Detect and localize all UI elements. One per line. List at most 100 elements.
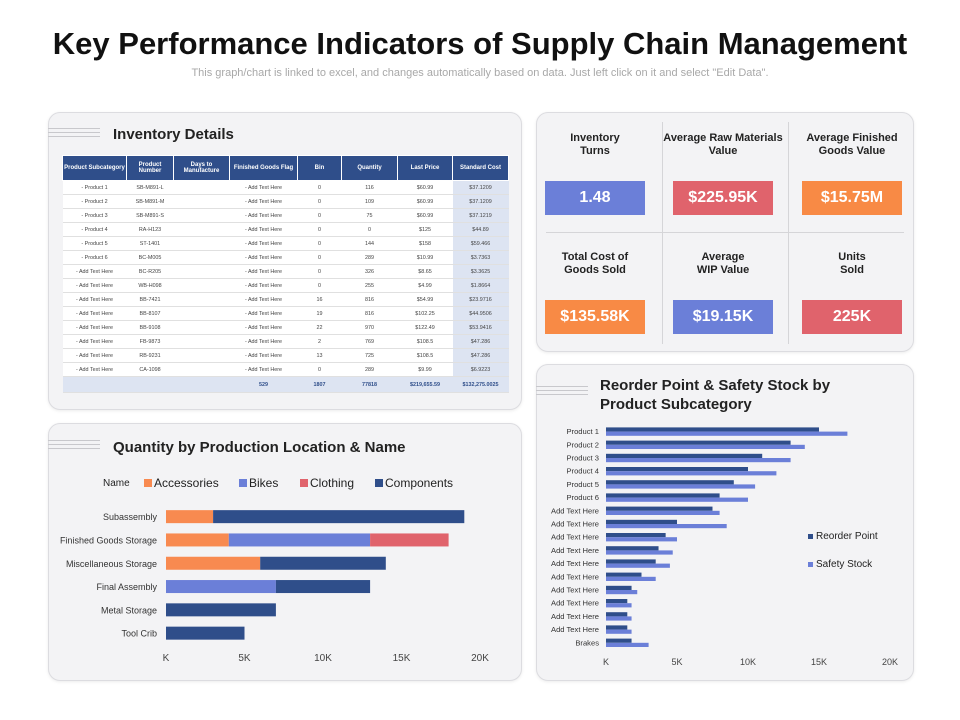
table-total-cell bbox=[173, 376, 230, 393]
table-cell: - Add Text Here bbox=[229, 236, 298, 251]
table-cell: - Product 3 bbox=[62, 208, 127, 223]
table-cell: - Add Text Here bbox=[229, 194, 298, 209]
bar bbox=[606, 642, 649, 647]
table-cell: 769 bbox=[341, 334, 398, 349]
table-cell: SB-M891-M bbox=[126, 194, 174, 209]
bar bbox=[606, 585, 632, 590]
kpi-label-raw-materials: Average Raw Materials Value bbox=[663, 132, 783, 157]
category-label: Add Text Here bbox=[551, 559, 599, 568]
bar bbox=[606, 563, 670, 568]
table-cell: SB-M891-L bbox=[126, 180, 174, 195]
kpi-label-inventory-turns: Inventory Turns bbox=[570, 132, 620, 157]
category-label: Add Text Here bbox=[551, 546, 599, 555]
table-cell: - Product 6 bbox=[62, 250, 127, 265]
bar bbox=[606, 533, 666, 538]
table-cell: 13 bbox=[297, 348, 342, 363]
table-total-cell: 529 bbox=[229, 376, 298, 393]
inventory-column-header: Standard Cost bbox=[452, 155, 509, 181]
table-cell bbox=[173, 180, 230, 195]
table-cell: $3.3625 bbox=[452, 264, 509, 279]
legend-swatch bbox=[144, 479, 152, 487]
table-row: - Add Text Here RB-9231- Add Text Here 13 7… bbox=[62, 348, 509, 363]
table-cell: $54.99 bbox=[397, 292, 453, 307]
table-cell: $158 bbox=[397, 236, 453, 251]
inventory-column-header: Product Number bbox=[126, 155, 174, 181]
table-cell: 0 bbox=[297, 180, 342, 195]
table-cell bbox=[173, 278, 230, 293]
legend-label: Bikes bbox=[249, 476, 278, 490]
legend-swatch bbox=[239, 479, 247, 487]
legend-title: Name bbox=[103, 478, 130, 489]
reorder-chart-title-line2: Product Subcategory bbox=[600, 396, 752, 413]
kpi-label-finished-goods: Average Finished Goods Value bbox=[806, 132, 898, 157]
table-cell: ST-1401 bbox=[126, 236, 174, 251]
bar bbox=[166, 556, 261, 570]
category-label: Product 1 bbox=[566, 427, 599, 436]
table-cell: - Add Text Here bbox=[62, 278, 127, 293]
table-cell: - Add Text Here bbox=[62, 306, 127, 321]
category-label: Finished Goods Storage bbox=[60, 535, 157, 545]
bar bbox=[370, 533, 449, 547]
category-label: Subassembly bbox=[103, 512, 158, 522]
table-cell: $8.65 bbox=[397, 264, 453, 279]
x-tick-label: 5K bbox=[671, 657, 682, 667]
table-cell bbox=[173, 334, 230, 349]
inventory-column-header: Product Subcategory bbox=[62, 155, 127, 181]
reorder-chart: Product 1 Product 2 Product 3 Product 4 Prod… bbox=[551, 427, 898, 667]
kpi-divider bbox=[662, 122, 663, 344]
table-cell bbox=[173, 362, 230, 377]
table-cell bbox=[173, 222, 230, 237]
kpi-value-units-sold: 225K bbox=[802, 300, 902, 334]
inventory-title: Inventory Details bbox=[113, 126, 234, 143]
table-cell: - Add Text Here bbox=[229, 362, 298, 377]
table-cell: - Add Text Here bbox=[229, 208, 298, 223]
table-cell: BC-R205 bbox=[126, 264, 174, 279]
table-row: - Add Text Here FB-9873- Add Text Here 2 76… bbox=[62, 334, 509, 349]
inventory-column-header: Quantity bbox=[341, 155, 398, 181]
table-cell bbox=[173, 194, 230, 209]
x-tick-label: 20K bbox=[471, 653, 489, 664]
bar bbox=[606, 458, 791, 463]
table-cell bbox=[173, 264, 230, 279]
kpi-divider bbox=[546, 232, 904, 233]
table-cell bbox=[173, 320, 230, 335]
table-cell: CA-1098 bbox=[126, 362, 174, 377]
x-tick-label: K bbox=[163, 653, 170, 664]
legend-label: Components bbox=[385, 476, 453, 490]
category-label: Product 4 bbox=[566, 467, 599, 476]
table-total-cell bbox=[126, 376, 174, 393]
bar bbox=[606, 453, 763, 458]
table-cell: 16 bbox=[297, 292, 342, 307]
bar bbox=[606, 440, 791, 445]
bar bbox=[606, 603, 632, 608]
table-cell: 816 bbox=[341, 306, 398, 321]
bar bbox=[228, 533, 371, 547]
table-row: - Add Text Here CA-1098- Add Text Here 0 28… bbox=[62, 362, 509, 377]
table-cell: $53.9416 bbox=[452, 320, 509, 335]
table-total-cell: $219,655.59 bbox=[397, 376, 453, 393]
table-cell: 326 bbox=[341, 264, 398, 279]
kpi-value-wip: $19.15K bbox=[673, 300, 773, 334]
table-cell: RA-H123 bbox=[126, 222, 174, 237]
bar bbox=[606, 497, 748, 502]
bar bbox=[606, 506, 713, 511]
table-row: - Product 3 SB-M891-S - Add Text Here 0 75 $6… bbox=[62, 208, 509, 223]
table-cell: - Add Text Here bbox=[229, 320, 298, 335]
page-subtitle: This graph/chart is linked to excel, and… bbox=[191, 67, 769, 79]
table-cell: - Product 4 bbox=[62, 222, 127, 237]
table-cell: $3.7363 bbox=[452, 250, 509, 265]
category-label: Add Text Here bbox=[551, 506, 599, 515]
table-cell: - Add Text Here bbox=[62, 320, 127, 335]
table-cell: 22 bbox=[297, 320, 342, 335]
table-cell: 289 bbox=[341, 250, 398, 265]
category-label: Brakes bbox=[575, 638, 599, 647]
bar bbox=[606, 550, 673, 555]
table-cell: 0 bbox=[297, 362, 342, 377]
kpi-divider bbox=[788, 122, 789, 344]
kpi-value-finished-goods: $15.75M bbox=[802, 181, 902, 215]
category-label: Add Text Here bbox=[551, 572, 599, 581]
table-row: - Add Text Here BB-7421- Add Text Here 16 8… bbox=[62, 292, 509, 307]
table-cell: - Add Text Here bbox=[229, 334, 298, 349]
table-cell: 109 bbox=[341, 194, 398, 209]
table-cell: - Add Text Here bbox=[229, 292, 298, 307]
